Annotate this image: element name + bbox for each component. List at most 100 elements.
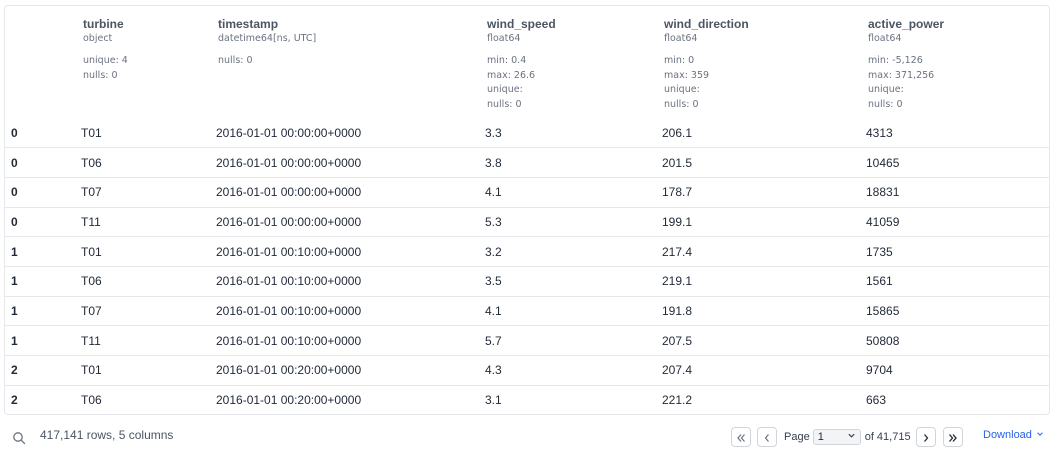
table-cell: 2016-01-01 00:20:00+0000	[216, 393, 362, 408]
chevron-down-icon	[847, 431, 856, 443]
table-cell: 5.7	[485, 333, 502, 348]
column-dtype: float64	[487, 33, 521, 44]
table-cell: 2016-01-01 00:00:00+0000	[216, 185, 362, 200]
table-footer: 417,141 rows, 5 columns Page 1 of 41,715…	[0, 420, 1061, 454]
table-cell: 178.7	[662, 185, 693, 200]
row-index: 0	[11, 214, 18, 229]
table-row[interactable]: 0 T06 2016-01-01 00:00:00+0000 3.8 201.5 1046…	[5, 147, 1049, 178]
table-row[interactable]: 1 T11 2016-01-01 00:10:00+0000 5.7 207.5 5080…	[5, 325, 1049, 356]
table-cell: T11	[81, 333, 101, 348]
page-select[interactable]: 1	[812, 429, 861, 445]
table-row[interactable]: 1 T06 2016-01-01 00:10:00+0000 3.5 219.1 1561	[5, 266, 1049, 296]
column-stat: max: 371,256	[868, 69, 935, 81]
table-cell: 4.1	[485, 303, 502, 318]
first-page-button[interactable]	[731, 427, 751, 447]
row-index: 0	[11, 185, 18, 200]
page-total: of 41,715	[864, 431, 911, 443]
next-page-button[interactable]	[915, 427, 936, 447]
row-index: 1	[11, 244, 18, 259]
column-stat: nulls: 0	[868, 98, 903, 110]
table-cell: 4.1	[485, 185, 502, 200]
chevron-left-icon	[762, 428, 772, 447]
pagination: Page 1 of 41,715	[731, 427, 963, 447]
table-cell: 9704	[866, 363, 893, 378]
table-cell: 1735	[866, 244, 893, 259]
column-name: wind_direction	[664, 17, 749, 31]
table-cell: 50808	[866, 333, 900, 348]
table-row[interactable]: 0 T11 2016-01-01 00:00:00+0000 5.3 199.1 4105…	[5, 207, 1049, 237]
column-name: timestamp	[218, 17, 279, 31]
column-stat: min: 0.4	[487, 55, 527, 66]
table-cell: 217.4	[662, 244, 693, 259]
page-select-value: 1	[817, 431, 824, 443]
column-name: turbine	[83, 17, 124, 31]
column-header[interactable]: wind_direction float64 min: 0 max: 359 uniqu…	[658, 6, 862, 118]
column-dtype: object	[83, 33, 113, 44]
table-cell: T07	[81, 185, 102, 200]
table-cell: 207.5	[662, 333, 693, 348]
row-index: 1	[11, 333, 18, 348]
table-cell: 2016-01-01 00:00:00+0000	[216, 214, 362, 229]
column-stat: min: -5,126	[868, 55, 923, 66]
last-page-button[interactable]	[942, 427, 963, 447]
search-icon[interactable]	[12, 430, 26, 445]
table-cell: 206.1	[662, 125, 693, 140]
column-header[interactable]: active_power float64 min: -5,126 max: 371,2…	[862, 6, 1049, 118]
table-row[interactable]: 0 T01 2016-01-01 00:00:00+0000 3.3 206.1 4313	[5, 118, 1049, 148]
table-cell: T01	[81, 125, 102, 140]
column-dtype: datetime64[ns, UTC]	[218, 33, 317, 44]
index-column-header	[5, 6, 77, 118]
table-cell: 2016-01-01 00:00:00+0000	[216, 155, 362, 170]
column-header[interactable]: wind_speed float64 min: 0.4 max: 26.6 unique…	[481, 6, 658, 118]
table-cell: 201.5	[662, 155, 693, 170]
page-label: Page	[784, 431, 810, 443]
table-cell: 2016-01-01 00:20:00+0000	[216, 363, 362, 378]
previous-page-button[interactable]	[757, 427, 777, 447]
table-row[interactable]: 2 T01 2016-01-01 00:20:00+0000 4.3 207.4 9704	[5, 355, 1049, 386]
table-cell: 18831	[866, 185, 900, 200]
table-cell: 3.3	[485, 125, 502, 140]
row-index: 0	[11, 155, 18, 170]
column-header[interactable]: timestamp datetime64[ns, UTC] nulls: 0	[212, 6, 481, 118]
row-index: 0	[11, 125, 18, 140]
table-cell: 4313	[866, 125, 893, 140]
table-cell: 41059	[866, 214, 900, 229]
table-cell: 2016-01-01 00:10:00+0000	[216, 333, 362, 348]
table-cell: 5.3	[485, 214, 502, 229]
column-stat: unique: 4	[83, 55, 128, 66]
table-cell: T06	[81, 393, 102, 408]
row-count-label: 417,141 rows, 5 columns	[40, 428, 174, 442]
table-row[interactable]: 1 T01 2016-01-01 00:10:00+0000 3.2 217.4 1735	[5, 236, 1049, 267]
table-cell: 219.1	[662, 274, 693, 289]
column-stat: max: 26.6	[487, 69, 536, 81]
data-table-container: turbine object unique: 4 nulls: 0 timestamp d…	[4, 5, 1050, 415]
column-stat: nulls: 0	[218, 55, 253, 66]
download-button[interactable]: Download	[983, 429, 1044, 441]
double-chevron-left-icon	[736, 428, 746, 447]
column-stats: unique: 4 nulls: 0	[83, 54, 208, 83]
table-cell: 199.1	[662, 214, 693, 229]
data-table: turbine object unique: 4 nulls: 0 timestamp d…	[5, 6, 1049, 414]
table-cell: 2016-01-01 00:10:00+0000	[216, 274, 362, 289]
table-cell: 15865	[866, 303, 900, 318]
column-stat: nulls: 0	[83, 69, 118, 81]
chevron-down-icon	[1036, 429, 1044, 441]
table-cell: T01	[81, 244, 102, 259]
column-stat: max: 359	[664, 69, 710, 81]
table-cell: T07	[81, 303, 102, 318]
column-name: wind_speed	[487, 17, 556, 31]
column-stat: nulls: 0	[664, 98, 699, 110]
table-header: turbine object unique: 4 nulls: 0 timestamp d…	[5, 6, 1049, 118]
table-cell: 3.1	[485, 393, 502, 408]
table-row[interactable]: 0 T07 2016-01-01 00:00:00+0000 4.1 178.7 1883…	[5, 177, 1049, 207]
column-stat: unique:	[664, 84, 700, 95]
table-cell: T06	[81, 155, 102, 170]
column-stats: min: -5,126 max: 371,256 unique: nulls: 0	[868, 54, 1045, 112]
row-index: 2	[11, 393, 18, 408]
table-row[interactable]: 1 T07 2016-01-01 00:10:00+0000 4.1 191.8 1586…	[5, 296, 1049, 326]
download-label: Download	[983, 429, 1032, 441]
column-header[interactable]: turbine object unique: 4 nulls: 0	[77, 6, 212, 118]
table-cell: 191.8	[662, 303, 693, 318]
table-row[interactable]: 2 T06 2016-01-01 00:20:00+0000 3.1 221.2 663	[5, 385, 1049, 414]
table-cell: 207.4	[662, 363, 693, 378]
